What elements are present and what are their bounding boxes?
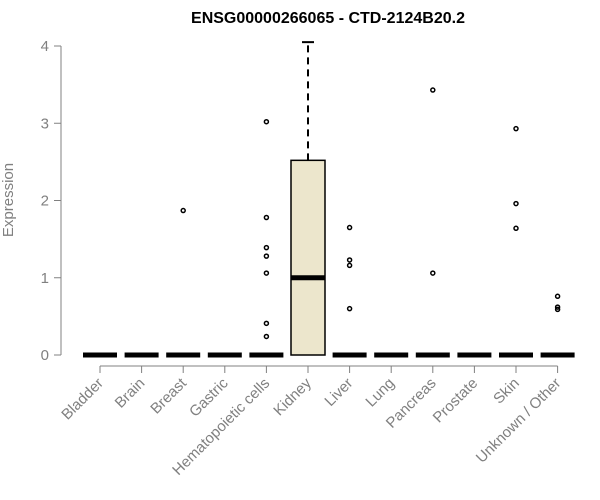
outlier-point <box>263 244 270 251</box>
y-axis-label: Expression <box>0 163 17 237</box>
outlier-point <box>554 306 561 313</box>
chart-title: ENSG00000266065 - CTD-2124B20.2 <box>191 10 465 27</box>
outlier-point <box>263 320 270 327</box>
box-rect <box>290 159 326 356</box>
outlier-point <box>263 214 270 221</box>
outlier-point <box>346 224 353 231</box>
outlier-point <box>513 225 519 232</box>
outlier-point <box>554 304 561 310</box>
y-tick-label: 1 <box>41 270 49 287</box>
outlier-point <box>513 125 519 132</box>
outlier-point <box>263 253 270 259</box>
outlier-point <box>346 257 353 263</box>
outlier-point <box>263 270 270 276</box>
outlier-point <box>513 200 519 207</box>
x-tick-label: Bladder <box>58 375 107 424</box>
outlier-point <box>430 270 436 276</box>
x-tick-label: Prostate <box>430 375 482 427</box>
outlier-point <box>263 333 270 340</box>
outlier-point <box>554 293 561 300</box>
y-tick-label: 2 <box>41 193 49 210</box>
x-tick-label: Brain <box>112 375 149 412</box>
outlier-point <box>180 207 186 214</box>
outlier-point <box>346 305 353 312</box>
x-tick-label: Liver <box>321 375 356 410</box>
x-tick-label: Skin <box>490 375 523 408</box>
outlier-point <box>346 262 353 269</box>
x-tick-label: Kidney <box>270 374 315 419</box>
x-tick-label: Breast <box>147 374 190 417</box>
y-tick-label: 0 <box>41 347 49 364</box>
x-tick-label: Lung <box>362 375 398 411</box>
outlier-point <box>263 118 270 125</box>
y-tick-label: 3 <box>41 115 49 132</box>
y-tick-label: 4 <box>41 38 49 55</box>
outlier-point <box>430 87 436 93</box>
